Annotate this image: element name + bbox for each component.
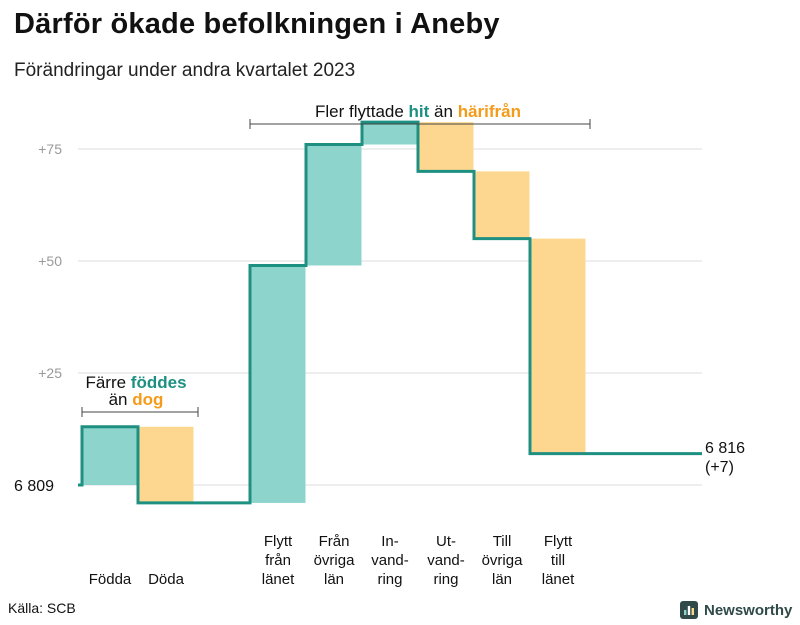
bar-chart-icon — [680, 601, 698, 619]
category-label: Ut- — [436, 533, 456, 550]
bar — [418, 122, 474, 172]
annotation-part: dog — [132, 390, 163, 409]
bar — [306, 144, 362, 266]
category-label: Flytt — [544, 533, 573, 550]
annotation-part: härifrån — [458, 102, 521, 121]
category-label: länet — [542, 571, 575, 588]
brand-logo: Newsworthy — [680, 601, 792, 619]
category-label: Flytt — [264, 533, 293, 550]
bar — [250, 265, 306, 503]
annotation-part: Fler flyttade — [315, 102, 409, 121]
annotation-births-deaths-line2: än dog — [109, 390, 164, 409]
bar — [362, 122, 418, 145]
category-label: Till — [493, 533, 512, 550]
category-label: län — [492, 571, 512, 588]
source-note: Källa: SCB — [8, 600, 76, 616]
bar — [82, 426, 138, 485]
y-tick-label: +75 — [38, 141, 62, 157]
annotation-part: än — [109, 390, 133, 409]
end-change-label: (+7) — [705, 459, 734, 476]
annotation-part: föddes — [131, 373, 187, 392]
chart-subtitle: Förändringar under andra kvartalet 2023 — [14, 60, 356, 81]
annotation-migration: Fler flyttade hit än härifrån — [315, 102, 521, 121]
category-label: vand- — [427, 552, 465, 569]
category-label: Döda — [148, 571, 185, 588]
annotation-part: Färre — [85, 373, 130, 392]
category-label: Från — [319, 533, 350, 550]
category-label: ring — [377, 571, 402, 588]
category-label: ring — [433, 571, 458, 588]
annotation-births-deaths: Färre föddes — [85, 373, 186, 392]
y-tick-label: +25 — [38, 365, 62, 381]
category-label: till — [551, 552, 565, 569]
end-value-label: 6 816 — [705, 440, 745, 457]
brand-name: Newsworthy — [704, 601, 793, 619]
category-label: Födda — [89, 571, 132, 588]
category-label: In- — [381, 533, 399, 550]
category-label: vand- — [371, 552, 409, 569]
category-label: län — [324, 571, 344, 588]
bar — [474, 171, 530, 239]
annotation-part: än — [429, 102, 457, 121]
cumulative-step-line — [78, 120, 702, 505]
category-label: länet — [262, 571, 295, 588]
category-label: övriga — [482, 552, 524, 569]
category-label: övriga — [314, 552, 356, 569]
category-label: från — [265, 552, 291, 569]
bar — [138, 426, 194, 503]
annotation-part: hit — [409, 102, 430, 121]
chart-title: Därför ökade befolkningen i Aneby — [14, 8, 500, 40]
bar — [530, 238, 586, 454]
y-tick-label: +50 — [38, 253, 62, 269]
base-value-label: 6 809 — [14, 478, 54, 495]
